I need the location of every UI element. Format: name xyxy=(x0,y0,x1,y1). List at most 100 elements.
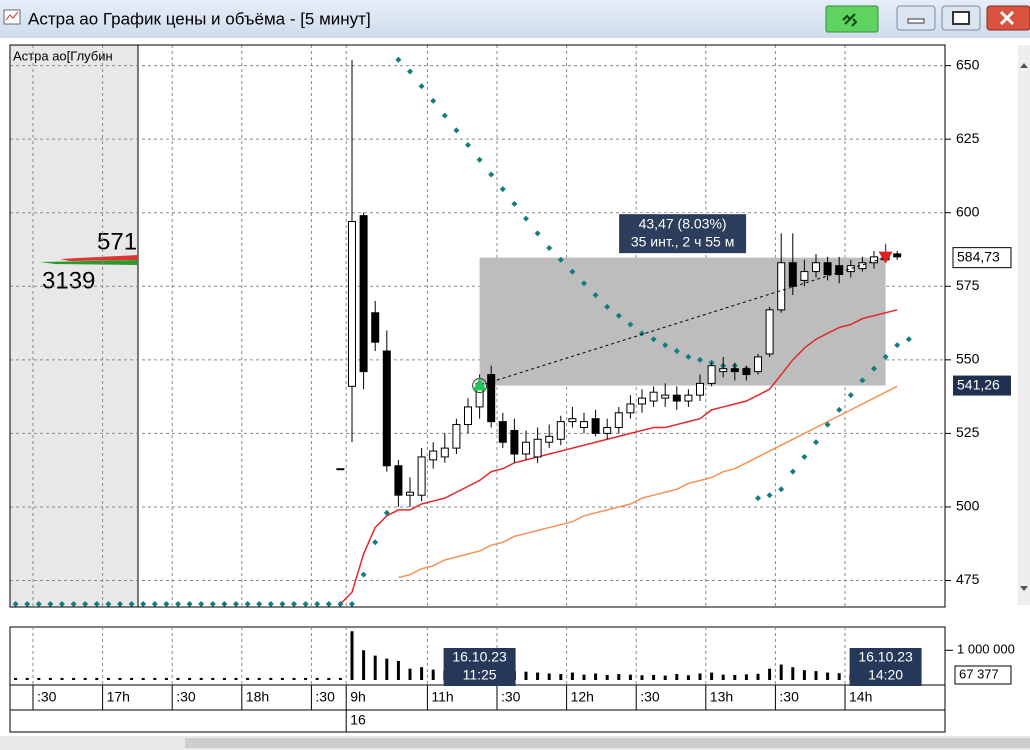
low-price-box xyxy=(953,375,1011,396)
close-icon xyxy=(999,10,1015,26)
volume-bar xyxy=(234,677,238,680)
x-tick-label: :30 xyxy=(779,689,799,705)
high-price-box xyxy=(952,247,1012,269)
volume-bar xyxy=(420,667,424,680)
time-marker-date: 16.10.23 xyxy=(858,649,913,665)
candle-body xyxy=(603,427,612,434)
candle-body xyxy=(696,382,704,396)
volume-bar xyxy=(559,674,563,680)
candle-body xyxy=(533,438,542,458)
sar-dot xyxy=(372,539,379,546)
y-tick-label: 625 xyxy=(956,130,980,146)
end-marker xyxy=(878,251,893,264)
sar-dot xyxy=(221,601,228,607)
y-tick-label: 575 xyxy=(956,277,980,293)
x-tick-label: 12h xyxy=(571,689,594,705)
volume-bar xyxy=(315,677,319,680)
sar-dot xyxy=(627,321,634,328)
x-tick-label: :30 xyxy=(640,689,660,705)
sar-dot xyxy=(302,601,309,607)
volume-bar xyxy=(768,668,772,680)
volume-bar xyxy=(582,674,586,680)
volume-bar xyxy=(292,677,296,680)
volume-bar xyxy=(686,675,690,680)
y-tick-label: 650 xyxy=(956,56,980,72)
volume-bar xyxy=(37,677,41,680)
sar-dot xyxy=(93,601,100,607)
link-icon xyxy=(842,13,858,27)
sar-dot xyxy=(813,439,819,446)
volume-bar xyxy=(536,672,540,680)
candle-body xyxy=(522,441,530,455)
volume-bar xyxy=(396,660,400,680)
volume-bar xyxy=(72,677,76,680)
candle-body xyxy=(765,309,774,355)
sar-dot xyxy=(557,256,564,263)
depth-title: Астра ао[Глубин xyxy=(13,48,113,63)
time-marker-box xyxy=(849,648,922,686)
sar-dot xyxy=(186,601,193,607)
candle-body xyxy=(893,253,902,258)
date-label: 16 xyxy=(350,712,366,728)
volume-bar xyxy=(524,671,528,680)
sar-dot xyxy=(662,342,669,349)
sar-dot xyxy=(430,97,437,104)
volume-bar xyxy=(95,677,99,680)
sar-dot xyxy=(604,303,611,310)
volume-bar xyxy=(83,677,87,680)
sar-dot xyxy=(151,601,158,607)
sar-dot xyxy=(453,127,460,134)
last-volume-box xyxy=(954,665,1012,685)
candle-body xyxy=(545,435,554,443)
sar-dot xyxy=(836,406,843,413)
volume-bar xyxy=(791,667,795,680)
sar-dot xyxy=(685,353,692,360)
candle-body xyxy=(394,465,403,496)
candle-body xyxy=(823,262,832,276)
sar-dot xyxy=(534,230,541,237)
sar-dot xyxy=(789,468,796,475)
measure-sublabel: 35 инт., 2 ч 55 м xyxy=(631,233,735,249)
volume-bar xyxy=(269,677,273,680)
minimize-button[interactable] xyxy=(896,5,936,31)
volume-bar xyxy=(779,664,783,680)
window-title: Астра ао График цены и объёма - [5 минут… xyxy=(28,9,371,28)
time-axis xyxy=(9,684,946,711)
sar-dot xyxy=(801,453,808,460)
candle-body xyxy=(626,403,635,414)
x-tick-label: 13h xyxy=(710,689,733,705)
sar-dot xyxy=(894,342,901,349)
sar-dot xyxy=(615,312,622,319)
candle-body xyxy=(719,368,728,373)
start-marker xyxy=(472,377,487,391)
candle-body xyxy=(371,312,380,343)
candle-body xyxy=(556,421,565,440)
volume-bar xyxy=(756,673,760,680)
volume-bar xyxy=(744,674,748,680)
candle-body xyxy=(777,262,786,311)
x-tick-label: :30 xyxy=(176,689,196,705)
h-scroll-thumb[interactable] xyxy=(185,738,1030,748)
depth-bid-bar xyxy=(40,260,138,265)
x-tick-label: 17h xyxy=(107,689,130,705)
sar-dot xyxy=(325,601,332,607)
sar-dot xyxy=(592,292,599,299)
sar-dot xyxy=(267,601,274,607)
volume-bar xyxy=(698,673,702,680)
volume-bar xyxy=(60,677,64,680)
sar-dot xyxy=(70,601,77,607)
sar-dot xyxy=(546,245,553,252)
link-button[interactable] xyxy=(825,5,879,33)
volume-bar xyxy=(675,674,679,680)
volume-bar xyxy=(153,677,157,680)
depth-ask: 571 xyxy=(97,228,137,255)
v-scrollbar[interactable] xyxy=(1018,45,1030,605)
volume-bar xyxy=(570,672,574,680)
volume-bar xyxy=(408,668,412,680)
volume-bar xyxy=(837,673,841,680)
volume-bar xyxy=(617,674,621,680)
volume-bar xyxy=(802,670,806,680)
volume-bar xyxy=(652,674,656,680)
sar-dot xyxy=(511,200,518,207)
sar-dot xyxy=(441,112,448,119)
